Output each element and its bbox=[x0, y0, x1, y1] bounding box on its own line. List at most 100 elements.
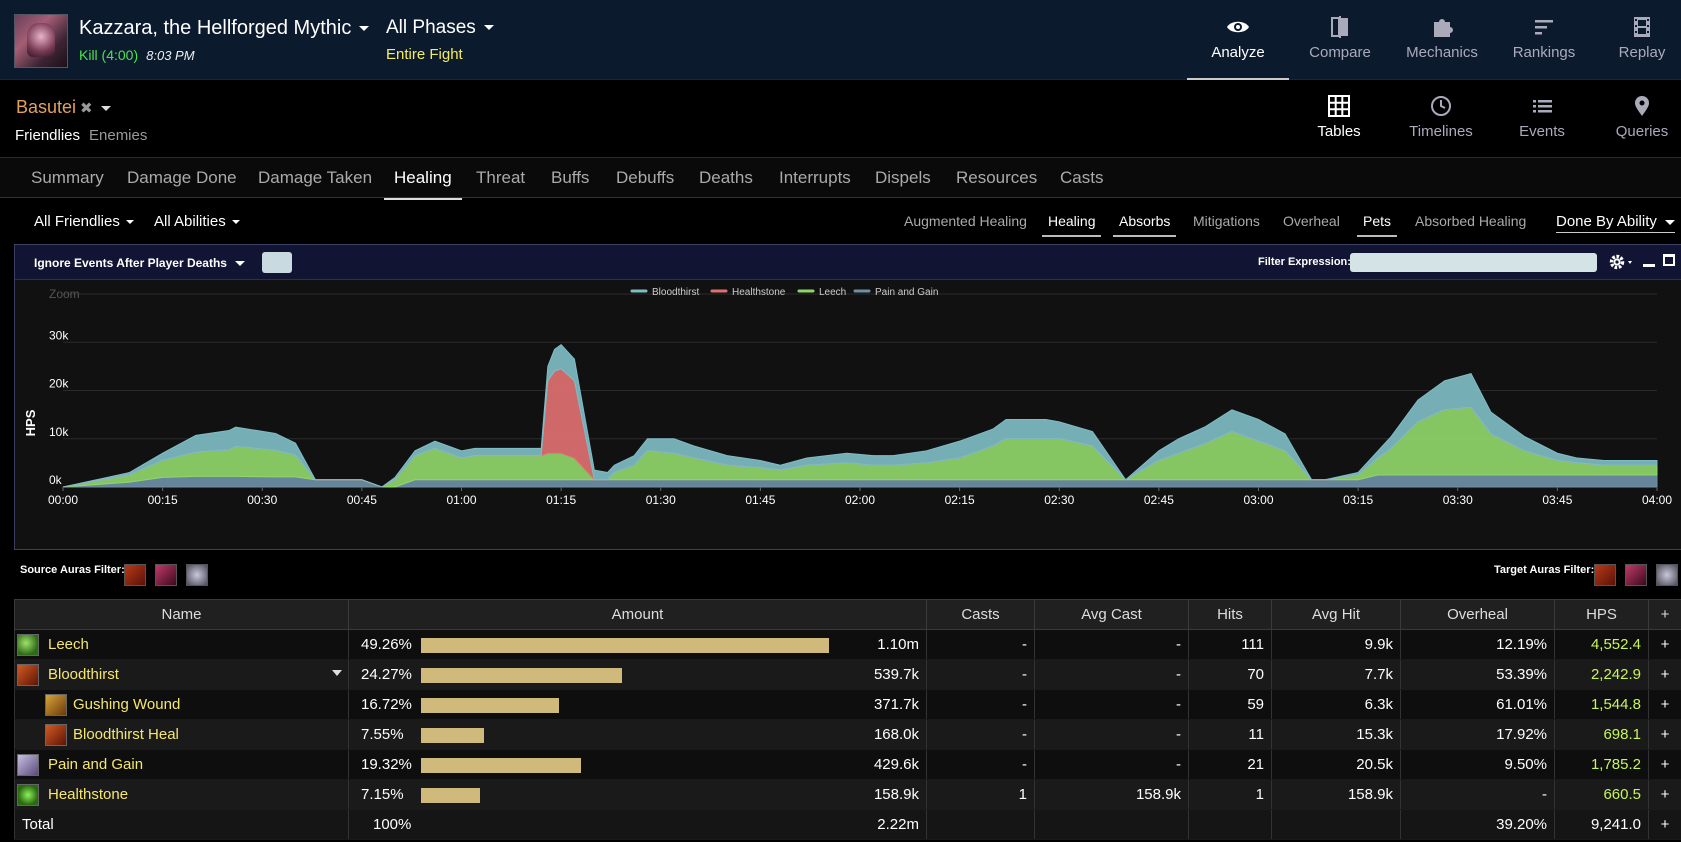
col-avg-hit[interactable]: Avg Hit bbox=[1271, 599, 1401, 630]
subtab-healing[interactable]: Healing bbox=[1041, 213, 1103, 237]
ability-name-cell[interactable]: Healthstone bbox=[14, 779, 349, 810]
subtab-pets[interactable]: Pets bbox=[1356, 213, 1398, 237]
ability-name-cell[interactable]: Gushing Wound bbox=[14, 689, 349, 720]
encounter-select[interactable]: Kazzara, the Hellforged Mythic bbox=[79, 17, 370, 40]
legend-item[interactable]: Pain and Gain bbox=[875, 287, 938, 298]
expand-row-button[interactable]: + bbox=[1648, 809, 1681, 840]
view-queries[interactable]: Queries bbox=[1591, 95, 1681, 151]
nav-replay[interactable]: Replay bbox=[1591, 16, 1681, 70]
tab-interrupts[interactable]: Interrupts bbox=[779, 168, 851, 187]
col-hits[interactable]: Hits bbox=[1188, 599, 1272, 630]
subtab-overheal[interactable]: Overheal bbox=[1283, 213, 1340, 229]
ability-name[interactable]: Bloodthirst Heal bbox=[73, 726, 179, 743]
gushing-wound-icon bbox=[45, 694, 67, 716]
pink-aura-icon[interactable] bbox=[155, 564, 177, 586]
expand-row-button[interactable]: + bbox=[1648, 719, 1681, 750]
view-events[interactable]: Events bbox=[1491, 95, 1593, 151]
expand-row-button[interactable]: + bbox=[1648, 629, 1681, 660]
col-avg-cast[interactable]: Avg Cast bbox=[1034, 599, 1189, 630]
table-row[interactable]: Gushing Wound 16.72% 371.7k - -59 6.3k 61.01% 1… bbox=[14, 689, 1681, 720]
tab-damage-taken[interactable]: Damage Taken bbox=[258, 168, 373, 187]
nav-mechanics[interactable]: Mechanics bbox=[1391, 16, 1493, 70]
ability-name[interactable]: Gushing Wound bbox=[73, 696, 181, 713]
tab-summary[interactable]: Summary bbox=[31, 168, 104, 187]
filter-expression-input[interactable] bbox=[1350, 253, 1597, 272]
done-by-select[interactable]: Done By Ability bbox=[1556, 213, 1675, 233]
expand-row-button[interactable]: + bbox=[1648, 749, 1681, 780]
nav-compare[interactable]: Compare bbox=[1289, 16, 1391, 70]
tab-casts[interactable]: Casts bbox=[1060, 168, 1104, 187]
bloodthirst-aura-icon[interactable] bbox=[124, 564, 146, 586]
col-casts[interactable]: Casts bbox=[926, 599, 1035, 630]
tab-resources[interactable]: Resources bbox=[956, 168, 1038, 187]
ignore-events-toggle[interactable] bbox=[262, 252, 292, 273]
tab-damage-done[interactable]: Damage Done bbox=[127, 168, 237, 187]
subtab-absorbed-healing[interactable]: Absorbed Healing bbox=[1415, 213, 1527, 229]
subtab-mitigations[interactable]: Mitigations bbox=[1193, 213, 1260, 229]
pink-aura-icon[interactable] bbox=[1625, 564, 1647, 586]
maximize-icon[interactable] bbox=[1663, 254, 1675, 266]
nav-analyze[interactable]: Analyze bbox=[1187, 16, 1289, 80]
tab-healing[interactable]: Healing bbox=[384, 168, 462, 200]
gear-icon[interactable] bbox=[1607, 252, 1637, 272]
table-row[interactable]: Pain and Gain 19.32% 429.6k - -21 20.5k 9.50% 1… bbox=[14, 749, 1681, 780]
add-column-button[interactable]: + bbox=[1648, 599, 1681, 630]
clock-icon bbox=[1431, 96, 1451, 116]
ability-name-cell[interactable]: Pain and Gain bbox=[14, 749, 349, 780]
close-icon[interactable]: ✖ bbox=[80, 100, 93, 117]
nav-label: Analyze bbox=[1211, 44, 1265, 61]
abilities-filter[interactable]: All Abilities bbox=[154, 213, 240, 230]
tab-buffs[interactable]: Buffs bbox=[551, 168, 590, 187]
expand-row-button[interactable]: + bbox=[1648, 689, 1681, 720]
legend-item[interactable]: Healthstone bbox=[732, 287, 786, 298]
tab-threat[interactable]: Threat bbox=[476, 168, 526, 187]
ability-name-cell[interactable]: Bloodthirst Heal bbox=[14, 719, 349, 750]
chevron-down-icon bbox=[100, 105, 111, 111]
friendlies-filter[interactable]: All Friendlies bbox=[34, 213, 134, 230]
grid-icon bbox=[1328, 95, 1350, 117]
ignore-events-select[interactable]: Ignore Events After Player Deaths bbox=[34, 256, 245, 270]
player-select[interactable]: Basutei ✖ bbox=[16, 97, 111, 118]
tab-dispels[interactable]: Dispels bbox=[875, 168, 931, 187]
amount-bar bbox=[421, 638, 829, 653]
ability-name-cell[interactable]: Bloodthirst bbox=[14, 659, 349, 690]
minimize-icon[interactable] bbox=[1643, 264, 1655, 267]
healing-graph-panel: Ignore Events After Player Deaths Filter… bbox=[14, 244, 1681, 550]
nav-rankings[interactable]: Rankings bbox=[1493, 16, 1595, 70]
friendlies-link[interactable]: Friendlies bbox=[15, 127, 81, 144]
enemies-link[interactable]: Enemies bbox=[89, 127, 148, 144]
bloodthirst-aura-icon[interactable] bbox=[1594, 564, 1616, 586]
silver-aura-icon[interactable] bbox=[1656, 564, 1678, 586]
chevron-down-icon[interactable] bbox=[332, 670, 342, 676]
col-overheal[interactable]: Overheal bbox=[1400, 599, 1555, 630]
col-amount[interactable]: Amount bbox=[348, 599, 927, 630]
expand-row-button[interactable]: + bbox=[1648, 779, 1681, 810]
expand-row-button[interactable]: + bbox=[1648, 659, 1681, 690]
table-row[interactable]: Leech 49.26% 1.10m - -111 9.9k 12.19% 4,552.4 + bbox=[14, 629, 1681, 660]
ability-name-cell[interactable]: Leech bbox=[14, 629, 349, 660]
view-tables[interactable]: Tables bbox=[1288, 95, 1390, 161]
phase-select[interactable]: All Phases bbox=[386, 17, 494, 39]
ability-name[interactable]: Pain and Gain bbox=[48, 756, 144, 773]
legend-item[interactable]: Leech bbox=[819, 287, 846, 298]
col-hps[interactable]: HPS bbox=[1554, 599, 1649, 630]
view-timelines[interactable]: Timelines bbox=[1390, 95, 1492, 151]
silver-aura-icon[interactable] bbox=[186, 564, 208, 586]
amount-cell: 19.32% 429.6k bbox=[348, 749, 927, 780]
x-tick-label: 04:00 bbox=[1642, 493, 1672, 507]
legend-item[interactable]: Bloodthirst bbox=[652, 287, 699, 298]
zoom-label[interactable]: Zoom bbox=[49, 287, 80, 301]
tab-debuffs[interactable]: Debuffs bbox=[616, 168, 675, 187]
table-row[interactable]: Bloodthirst 24.27% 539.7k - -70 7.7k 53.39% 2,2… bbox=[14, 659, 1681, 690]
col-name[interactable]: Name bbox=[14, 599, 349, 630]
subtab-augmented-healing[interactable]: Augmented Healing bbox=[904, 213, 1027, 229]
ability-name[interactable]: Bloodthirst bbox=[48, 666, 119, 683]
chart-legend[interactable]: Bloodthirst Healthstone Leech Pain and Gain bbox=[630, 287, 938, 298]
table-row[interactable]: Healthstone 7.15% 158.9k 1 158.9k 1 158.9k -660… bbox=[14, 779, 1681, 810]
ability-name[interactable]: Leech bbox=[48, 636, 89, 653]
subtab-absorbs[interactable]: Absorbs bbox=[1112, 213, 1177, 237]
tab-deaths[interactable]: Deaths bbox=[699, 168, 753, 187]
ability-name[interactable]: Healthstone bbox=[48, 786, 129, 803]
table-row[interactable]: Bloodthirst Heal 7.55% 168.0k - -11 15.3k 17.9… bbox=[14, 719, 1681, 750]
series-area-bloodthirst[interactable] bbox=[62, 343, 1658, 488]
